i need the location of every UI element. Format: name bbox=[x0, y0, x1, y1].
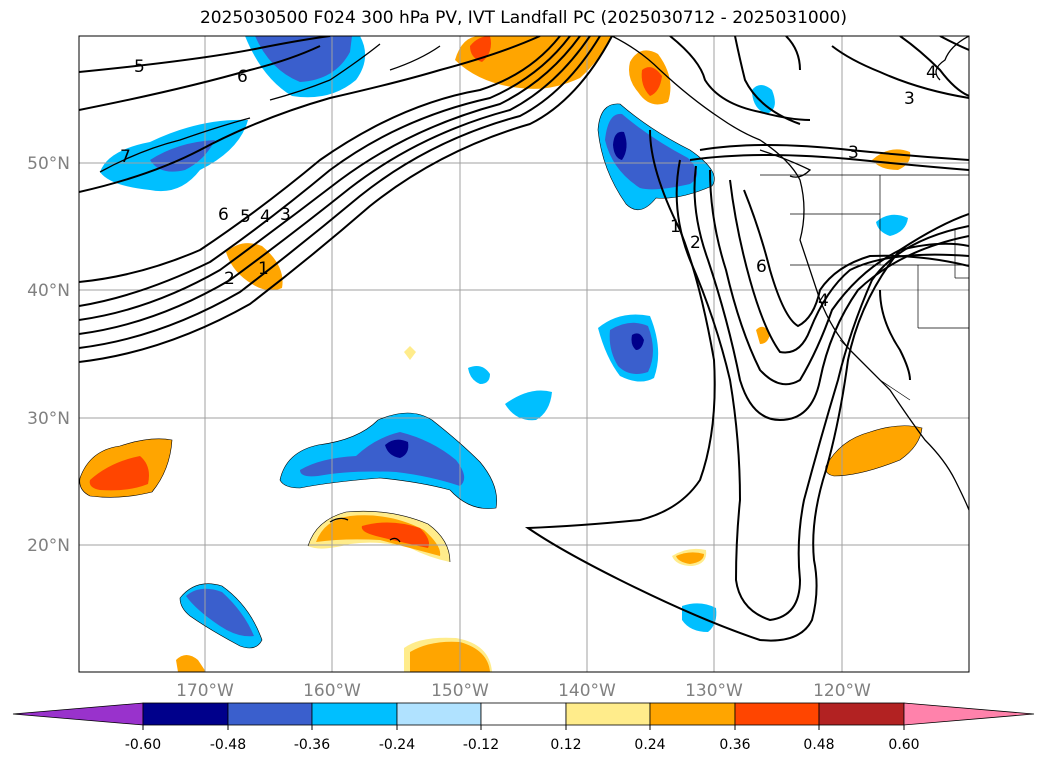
negative-anomaly-region bbox=[752, 85, 775, 114]
positive-anomaly-region bbox=[176, 655, 206, 672]
contour-label: 7 bbox=[120, 147, 131, 167]
pv-contour bbox=[693, 165, 969, 422]
pv-contour bbox=[899, 36, 969, 97]
colorbar-segment bbox=[311, 702, 398, 726]
colorbar-segment bbox=[396, 702, 482, 726]
contour-label: 1 bbox=[670, 217, 681, 237]
colorbar-tick-label: 0.36 bbox=[719, 737, 750, 753]
contour-label: 2 bbox=[690, 233, 701, 253]
lon-tick-label: 140°W bbox=[558, 681, 616, 701]
pv-contour bbox=[79, 36, 601, 349]
colorbar-tick-label: -0.48 bbox=[210, 737, 246, 753]
colorbar-tick-label: 0.60 bbox=[888, 737, 919, 753]
positive-anomaly-region bbox=[825, 425, 922, 476]
positive-anomaly-region bbox=[404, 346, 416, 360]
negative-anomaly-region bbox=[876, 214, 908, 236]
latitude-labels: 50°N 40°N 30°N 20°N bbox=[27, 154, 70, 556]
colorbar-segment bbox=[565, 702, 651, 726]
longitude-labels: 170°W 160°W 150°W 140°W 130°W 120°W bbox=[176, 681, 871, 701]
pv-contour bbox=[734, 36, 801, 125]
map-frame bbox=[78, 35, 970, 673]
contour-label: 3 bbox=[904, 89, 915, 109]
contour-labels: 5 6 7 6 5 4 3 2 1 1 2 6 4 3 4 3 bbox=[120, 57, 937, 311]
colorbar-tick-label: -0.36 bbox=[294, 737, 330, 753]
colorbar-tick-label: -0.12 bbox=[463, 737, 499, 753]
contour-label: 1 bbox=[258, 259, 269, 279]
negative-anomaly-region bbox=[468, 366, 490, 384]
pv-contour bbox=[831, 45, 969, 99]
pv-contour bbox=[689, 154, 969, 171]
contour-label: 3 bbox=[280, 205, 291, 225]
pv-contour bbox=[709, 169, 969, 386]
lon-tick-label: 150°W bbox=[431, 681, 489, 701]
pv-contour bbox=[879, 289, 911, 381]
chart-title: 2025030500 F024 300 hPa PV, IVT Landfall… bbox=[199, 8, 847, 28]
colorbar-tick-label: 0.12 bbox=[550, 737, 581, 753]
pv-contour bbox=[79, 36, 331, 73]
lat-tick-label: 40°N bbox=[27, 281, 70, 301]
pv-contour bbox=[79, 36, 581, 321]
pv-contour bbox=[79, 36, 591, 335]
pv-contour bbox=[79, 36, 541, 193]
pv-contour bbox=[79, 36, 613, 363]
colorbar-segment bbox=[227, 702, 313, 726]
positive-anomaly-region bbox=[756, 326, 770, 344]
pv-contour bbox=[699, 144, 969, 161]
lon-tick-label: 170°W bbox=[176, 681, 234, 701]
contour-label: 5 bbox=[134, 57, 145, 77]
pv-contour bbox=[729, 179, 969, 354]
lat-tick-label: 20°N bbox=[27, 536, 70, 556]
state-borders bbox=[760, 174, 969, 401]
pv-contour bbox=[79, 36, 561, 283]
map-plot-area: 5 6 7 6 5 4 3 2 1 1 2 6 4 3 4 3 bbox=[79, 36, 969, 672]
colorbar-over-arrow bbox=[903, 702, 1035, 726]
pv-contour bbox=[79, 45, 321, 111]
contour-label: 4 bbox=[260, 207, 271, 227]
graticule bbox=[79, 36, 969, 672]
lon-tick-label: 130°W bbox=[685, 681, 743, 701]
colorbar-under-arrow bbox=[12, 702, 144, 726]
colorbar-tick-label: -0.24 bbox=[379, 737, 415, 753]
lon-tick-label: 160°W bbox=[303, 681, 361, 701]
colorbar-segment bbox=[480, 702, 567, 726]
colorbar-segment bbox=[142, 702, 229, 726]
contour-label: 6 bbox=[218, 205, 229, 225]
colorbar: -0.60 -0.48 -0.36 -0.24 -0.12 0.12 0.24 … bbox=[12, 702, 1035, 753]
contour-label: 6 bbox=[756, 257, 767, 277]
colorbar-tick-label: -0.60 bbox=[125, 737, 161, 753]
pv-contour bbox=[939, 36, 969, 51]
contour-label: 5 bbox=[240, 207, 251, 227]
colorbar-segment bbox=[734, 702, 820, 726]
colorbar-segment bbox=[649, 702, 736, 726]
colorbar-tick-label: 0.24 bbox=[634, 737, 665, 753]
contour-label: 3 bbox=[848, 143, 859, 163]
colorbar-segment bbox=[818, 702, 905, 726]
lat-tick-label: 30°N bbox=[27, 409, 70, 429]
pv-contour bbox=[675, 159, 969, 622]
contour-label: 6 bbox=[237, 67, 248, 87]
pv-contour bbox=[79, 36, 571, 307]
pv-contour bbox=[524, 129, 969, 642]
colorbar-tick-label: 0.48 bbox=[803, 737, 834, 753]
lat-tick-label: 50°N bbox=[27, 154, 70, 174]
contour-label: 2 bbox=[224, 269, 235, 289]
pv-contour bbox=[785, 36, 801, 71]
contour-label: 4 bbox=[818, 291, 829, 311]
contour-label: 4 bbox=[926, 63, 937, 83]
lon-tick-label: 120°W bbox=[813, 681, 871, 701]
negative-anomaly-region bbox=[505, 390, 552, 421]
pv-contours bbox=[79, 36, 969, 642]
pv-contour bbox=[743, 189, 969, 328]
